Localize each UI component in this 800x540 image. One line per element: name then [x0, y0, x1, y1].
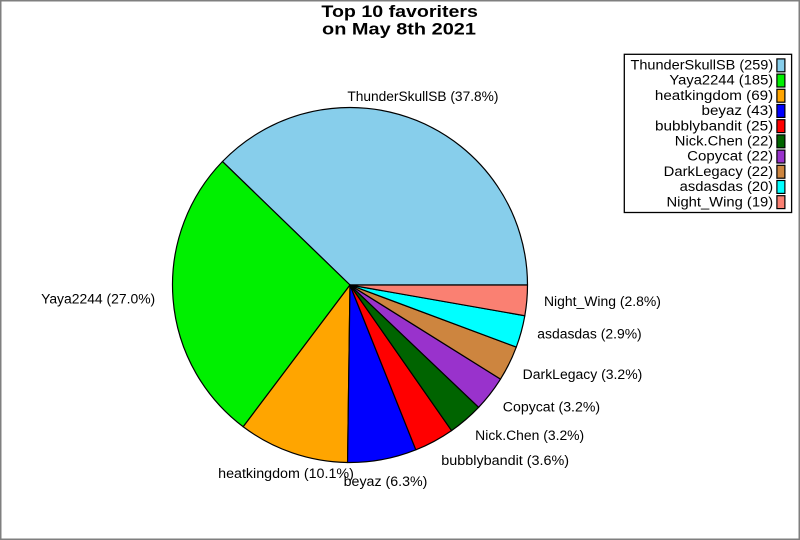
svg-text:asdasdas (20): asdasdas (20)	[680, 178, 774, 194]
svg-text:Top 10 favoriters: Top 10 favoriters	[321, 3, 478, 21]
svg-text:beyaz (6.3%): beyaz (6.3%)	[344, 474, 428, 489]
svg-text:ThunderSkullSB (259): ThunderSkullSB (259)	[631, 57, 774, 73]
svg-text:Copycat (22): Copycat (22)	[687, 148, 773, 164]
svg-text:DarkLegacy (3.2%): DarkLegacy (3.2%)	[523, 367, 643, 382]
svg-text:Nick.Chen (22): Nick.Chen (22)	[675, 133, 773, 149]
svg-text:DarkLegacy (22): DarkLegacy (22)	[664, 163, 774, 179]
svg-text:asdasdas (2.9%): asdasdas (2.9%)	[537, 327, 641, 342]
svg-text:beyaz (43): beyaz (43)	[702, 102, 774, 118]
svg-text:ThunderSkullSB (37.8%): ThunderSkullSB (37.8%)	[347, 89, 498, 104]
svg-text:heatkingdom (69): heatkingdom (69)	[655, 87, 773, 103]
svg-text:Night_Wing (19): Night_Wing (19)	[667, 193, 774, 209]
svg-text:on May 8th 2021: on May 8th 2021	[322, 21, 476, 39]
svg-text:bubblybandit (25): bubblybandit (25)	[655, 117, 773, 133]
svg-text:Copycat (3.2%): Copycat (3.2%)	[503, 399, 600, 414]
svg-text:Nick.Chen (3.2%): Nick.Chen (3.2%)	[475, 428, 584, 443]
svg-text:Yaya2244 (27.0%): Yaya2244 (27.0%)	[41, 292, 155, 307]
svg-text:Night_Wing (2.8%): Night_Wing (2.8%)	[544, 294, 661, 309]
svg-text:bubblybandit (3.6%): bubblybandit (3.6%)	[441, 453, 569, 468]
svg-text:heatkingdom (10.1%): heatkingdom (10.1%)	[218, 466, 354, 481]
svg-text:Yaya2244 (185): Yaya2244 (185)	[669, 72, 773, 88]
